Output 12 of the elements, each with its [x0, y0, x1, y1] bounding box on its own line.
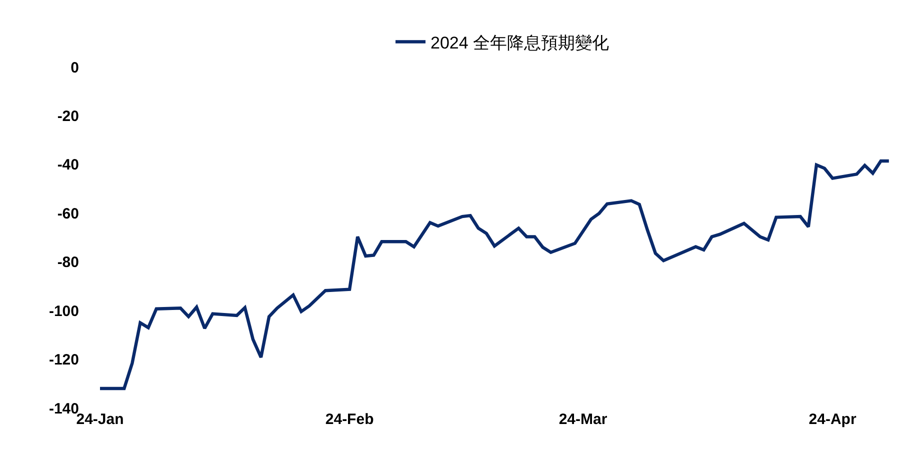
y-tick-label: 0 — [70, 59, 79, 76]
line-series — [100, 159, 890, 390]
y-tick-label: -20 — [57, 108, 79, 125]
y-tick-label: -100 — [48, 302, 79, 320]
y-tick-label: -120 — [48, 352, 79, 369]
y-tick-label: -40 — [57, 156, 79, 174]
x-tick-label: 24-Mar — [558, 411, 608, 428]
x-tick-label: 24-Apr — [808, 411, 856, 428]
y-tick-label: -80 — [57, 254, 79, 272]
y-tick-label: -60 — [57, 205, 79, 222]
legend-label: 2024 全年降息預期變化 — [430, 33, 610, 52]
x-tick-label: 24-Feb — [325, 411, 374, 428]
